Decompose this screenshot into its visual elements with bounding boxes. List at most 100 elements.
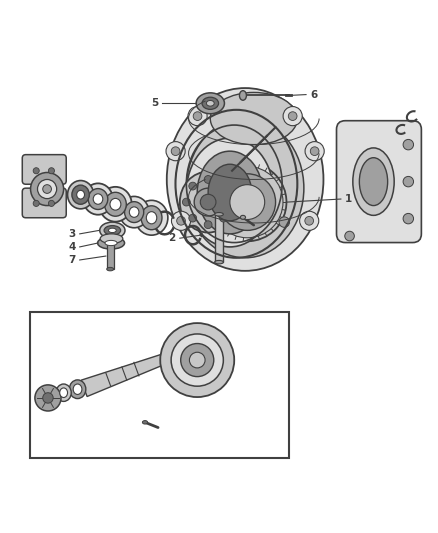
Circle shape — [160, 323, 234, 397]
Ellipse shape — [107, 268, 114, 271]
Ellipse shape — [124, 201, 144, 223]
Ellipse shape — [100, 234, 123, 244]
Circle shape — [183, 198, 190, 206]
Ellipse shape — [186, 138, 273, 247]
Circle shape — [33, 200, 39, 206]
Ellipse shape — [202, 97, 219, 109]
Ellipse shape — [109, 228, 116, 232]
Ellipse shape — [83, 183, 113, 215]
Circle shape — [403, 213, 413, 224]
Circle shape — [310, 147, 319, 156]
FancyBboxPatch shape — [336, 120, 421, 243]
Ellipse shape — [135, 200, 168, 235]
Text: 1: 1 — [345, 194, 353, 204]
Circle shape — [48, 200, 54, 206]
Circle shape — [181, 344, 214, 377]
Ellipse shape — [107, 241, 114, 245]
Ellipse shape — [105, 240, 117, 246]
Circle shape — [279, 217, 290, 228]
Ellipse shape — [240, 91, 247, 100]
Circle shape — [189, 182, 197, 190]
Text: 6: 6 — [311, 90, 318, 100]
Circle shape — [403, 176, 413, 187]
Circle shape — [48, 168, 54, 174]
Ellipse shape — [99, 187, 132, 222]
Text: 2: 2 — [168, 233, 176, 243]
Ellipse shape — [119, 197, 149, 228]
Ellipse shape — [129, 207, 139, 217]
Circle shape — [204, 175, 212, 183]
Circle shape — [189, 352, 205, 368]
Circle shape — [33, 168, 39, 174]
Ellipse shape — [77, 190, 85, 199]
Ellipse shape — [93, 194, 103, 204]
Ellipse shape — [60, 388, 67, 398]
Text: 5: 5 — [151, 98, 158, 108]
Polygon shape — [81, 354, 166, 397]
Ellipse shape — [206, 100, 214, 106]
Ellipse shape — [56, 384, 71, 401]
Circle shape — [305, 142, 324, 161]
Circle shape — [219, 214, 227, 222]
Ellipse shape — [215, 261, 223, 264]
Ellipse shape — [105, 192, 126, 216]
Ellipse shape — [141, 206, 162, 230]
Circle shape — [35, 385, 61, 411]
Ellipse shape — [215, 213, 223, 216]
Ellipse shape — [67, 181, 94, 209]
Ellipse shape — [359, 158, 388, 206]
Circle shape — [200, 194, 216, 210]
Circle shape — [403, 140, 413, 150]
Ellipse shape — [98, 237, 124, 249]
Ellipse shape — [69, 380, 86, 399]
Circle shape — [43, 184, 51, 193]
Text: 3: 3 — [68, 229, 75, 239]
Ellipse shape — [186, 118, 304, 258]
Circle shape — [43, 393, 53, 403]
Ellipse shape — [353, 148, 394, 215]
FancyBboxPatch shape — [22, 188, 66, 218]
Ellipse shape — [146, 212, 157, 224]
Circle shape — [177, 216, 185, 225]
Circle shape — [166, 142, 185, 161]
Circle shape — [345, 231, 354, 241]
Ellipse shape — [142, 421, 148, 424]
Ellipse shape — [197, 151, 262, 234]
Bar — [107, 243, 114, 269]
Ellipse shape — [240, 215, 246, 219]
Circle shape — [189, 214, 197, 222]
Circle shape — [212, 166, 283, 238]
Circle shape — [219, 174, 276, 230]
Circle shape — [171, 334, 223, 386]
Ellipse shape — [208, 164, 252, 221]
Circle shape — [31, 173, 64, 206]
Circle shape — [208, 163, 286, 241]
Ellipse shape — [196, 93, 224, 114]
Circle shape — [38, 180, 57, 199]
Circle shape — [171, 147, 180, 156]
Ellipse shape — [73, 384, 82, 394]
Ellipse shape — [110, 198, 121, 210]
Circle shape — [288, 112, 297, 120]
Circle shape — [226, 198, 234, 206]
Ellipse shape — [88, 189, 108, 209]
Circle shape — [283, 107, 302, 126]
FancyBboxPatch shape — [22, 155, 66, 184]
Circle shape — [194, 188, 222, 216]
Circle shape — [300, 211, 319, 230]
Circle shape — [219, 182, 227, 190]
Circle shape — [171, 211, 191, 230]
Ellipse shape — [72, 185, 89, 204]
Circle shape — [193, 112, 202, 120]
Circle shape — [230, 184, 265, 220]
Bar — [215, 214, 223, 262]
Ellipse shape — [180, 172, 237, 232]
Circle shape — [305, 216, 314, 225]
Ellipse shape — [104, 225, 120, 235]
Text: 4: 4 — [68, 242, 75, 252]
Circle shape — [188, 107, 207, 126]
Ellipse shape — [100, 222, 125, 239]
Circle shape — [204, 221, 212, 229]
Text: 7: 7 — [68, 255, 75, 265]
Ellipse shape — [210, 92, 297, 144]
